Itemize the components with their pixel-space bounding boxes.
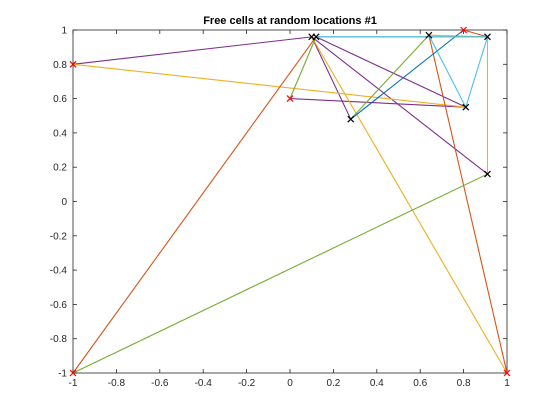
series-line <box>311 36 488 175</box>
x-tick-label: -0.6 <box>151 378 169 389</box>
series-line <box>289 98 466 108</box>
x-tick-label: 0 <box>287 378 293 389</box>
series-line <box>315 36 467 108</box>
y-tick-label: 0.8 <box>53 60 67 71</box>
y-tick-label: 0 <box>61 197 67 208</box>
y-tick-label: -1 <box>58 369 67 380</box>
free-cell-marker <box>69 369 77 377</box>
random-cell-marker <box>425 31 433 39</box>
y-tick-label: -0.8 <box>50 334 68 345</box>
series-line <box>72 63 466 108</box>
y-tick-label: -0.2 <box>50 231 68 242</box>
x-tick-label: 0.4 <box>370 378 384 389</box>
series-line <box>72 36 312 65</box>
series-line <box>289 36 317 99</box>
free-cell-marker <box>286 95 294 103</box>
series-line <box>72 36 317 374</box>
series-line <box>465 36 488 108</box>
y-tick-label: 1 <box>61 26 67 37</box>
series-line <box>428 34 467 108</box>
x-axis: -1 -0.8 -0.6 -0.4 -0.2 0 0.2 0.4 0.6 0.8 1 <box>69 30 510 389</box>
x-tick-label: 0.8 <box>457 378 471 389</box>
random-cell-marker <box>484 33 491 41</box>
random-cell-marker <box>462 103 470 111</box>
chart-title: Free cells at random locations #1 <box>203 15 377 27</box>
x-tick-label: -0.4 <box>195 378 213 389</box>
plot-area: -1 -0.8 -0.6 -0.4 -0.2 0 0.2 0.4 0.6 0.8 1 -1-0.8-… <box>50 26 511 389</box>
series-line <box>350 29 464 120</box>
series-line <box>463 29 488 38</box>
x-tick-label: -0.8 <box>108 378 126 389</box>
random-cell-marker <box>347 115 355 123</box>
series-lines <box>72 29 508 374</box>
series-line <box>72 173 488 374</box>
series-line <box>428 35 508 374</box>
random-cell-marker <box>312 33 320 41</box>
x-tick-label: -0.2 <box>238 378 256 389</box>
x-tick-label: 1 <box>504 378 510 389</box>
y-tick-label: 0.4 <box>53 128 67 139</box>
free-cell-marker <box>460 26 468 34</box>
x-tick-label: -1 <box>69 378 78 389</box>
random-cell-marker <box>484 170 491 178</box>
series-line <box>311 36 508 374</box>
x-tick-label: 0.2 <box>326 378 340 389</box>
free-cell-marker <box>503 369 511 377</box>
y-tick-label: 0.2 <box>53 163 67 174</box>
y-tick-label: -0.6 <box>50 300 68 311</box>
free-cell-marker <box>69 60 77 68</box>
x-tick-label: 0.6 <box>413 378 427 389</box>
markers <box>69 26 511 377</box>
y-tick-label: 0.6 <box>53 94 67 105</box>
series-line <box>311 36 352 120</box>
series-line <box>350 34 430 120</box>
y-tick-label: -0.4 <box>50 266 68 277</box>
y-axis: -1 -0.8 -0.6 -0.4 -0.2 0 0.2 0.4 0.6 0.8 1 <box>50 26 507 380</box>
